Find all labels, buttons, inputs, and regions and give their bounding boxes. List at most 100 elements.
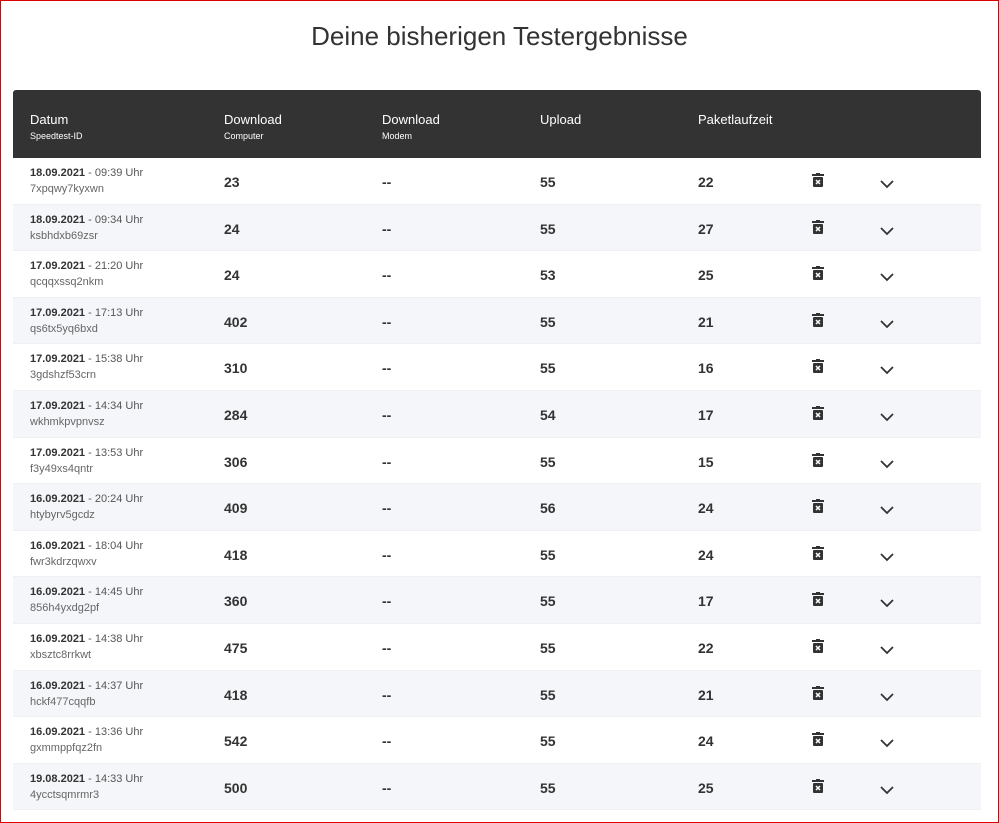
- test-date: 17.09.2021: [30, 399, 86, 412]
- upload: 55: [540, 686, 556, 703]
- expand-button[interactable]: [880, 362, 894, 380]
- delete-button[interactable]: [812, 312, 824, 332]
- column-label: Download: [224, 112, 282, 127]
- test-date: 16.09.2021: [30, 726, 86, 739]
- date-time: 18.09.2021 - 09:39 Uhr: [30, 167, 143, 179]
- download-computer: 418: [224, 686, 248, 703]
- delete-button[interactable]: [812, 405, 824, 425]
- result-row: 19.08.2021 - 14:33 Uhr 4ycctsqmrmr3 500 -- 5…: [13, 763, 981, 811]
- download-computer: 306: [224, 453, 248, 470]
- column-sublabel: Modem: [382, 131, 413, 141]
- speedtest-id: f3y49xs4qntr: [30, 462, 93, 475]
- latency: 15: [698, 453, 714, 470]
- delete-button[interactable]: [812, 545, 824, 565]
- test-date: 16.09.2021: [30, 493, 86, 506]
- expand-button[interactable]: [880, 502, 894, 520]
- table-body: 18.09.2021 - 09:39 Uhr 7xpqwy7kyxwn 23 -- 55…: [13, 158, 981, 811]
- expand-button[interactable]: [880, 456, 894, 474]
- download-computer: 310: [224, 360, 248, 377]
- expand-button[interactable]: [880, 409, 894, 427]
- expand-button[interactable]: [880, 269, 894, 287]
- speedtest-id: 7xpqwy7kyxwn: [30, 183, 104, 195]
- delete-button[interactable]: [812, 499, 824, 518]
- delete-button[interactable]: [812, 778, 824, 798]
- result-row: 17.09.2021 - 21:20 Uhr qcqqxssq2nkm 24 -- 53…: [13, 251, 981, 298]
- speedtest-id: gxmmppfqz2fn: [30, 742, 103, 755]
- date-time: 16.09.2021 - 14:37 Uhr: [30, 680, 143, 692]
- expand-button[interactable]: [880, 782, 894, 800]
- latency: 21: [698, 686, 714, 703]
- latency: 17: [698, 593, 714, 610]
- delete-button[interactable]: [812, 452, 824, 472]
- latency: 24: [698, 546, 714, 563]
- expand-button[interactable]: [880, 735, 894, 753]
- date-time: 16.09.2021 - 14:45 Uhr: [30, 586, 143, 598]
- download-modem: --: [382, 593, 392, 610]
- latency: 22: [698, 174, 714, 190]
- download-modem: --: [382, 220, 392, 237]
- latency: 17: [698, 406, 714, 423]
- column-header: Paketlaufzeit: [698, 112, 772, 127]
- speedtest-id: hckf477cqqfb: [30, 695, 96, 708]
- expand-button[interactable]: [880, 549, 894, 567]
- result-row: 16.09.2021 - 14:45 Uhr 856h4yxdg2pf 360 -- 5…: [13, 577, 981, 624]
- date-time: 16.09.2021 - 13:36 Uhr: [30, 726, 143, 738]
- column-sublabel: Speedtest-ID: [30, 131, 83, 141]
- download-modem: --: [382, 267, 392, 284]
- delete-button[interactable]: [812, 173, 824, 192]
- column-label: Upload: [540, 112, 582, 127]
- column-header: Upload: [540, 112, 581, 127]
- download-modem: --: [382, 639, 392, 656]
- result-row: 16.09.2021 - 18:04 Uhr fwr3kdrzqwxv 418 -- 5…: [13, 531, 981, 578]
- test-date: 16.09.2021: [30, 679, 86, 692]
- upload: 55: [540, 313, 556, 330]
- delete-button[interactable]: [812, 638, 824, 658]
- delete-button[interactable]: [812, 685, 824, 705]
- column-label: Paketlaufzeit: [698, 112, 773, 127]
- test-date: 18.09.2021: [30, 213, 86, 226]
- download-modem: --: [382, 733, 392, 750]
- download-modem: --: [382, 313, 392, 330]
- download-modem: --: [382, 453, 392, 470]
- speedtest-id: 856h4yxdg2pf: [30, 602, 100, 615]
- upload: 55: [540, 453, 556, 470]
- result-row: 17.09.2021 - 14:34 Uhr wkhmkpvpnvsz 284 -- 5…: [13, 390, 981, 438]
- upload: 55: [540, 593, 556, 610]
- expand-button[interactable]: [880, 176, 894, 194]
- upload: 55: [540, 733, 556, 750]
- date-time: 17.09.2021 - 13:53 Uhr: [30, 447, 143, 459]
- delete-button[interactable]: [812, 219, 824, 239]
- date-time: 19.08.2021 - 14:33 Uhr: [30, 773, 143, 785]
- results-table: Datum Speedtest-ID Download Computer Downloa…: [13, 90, 981, 811]
- delete-button[interactable]: [812, 359, 824, 378]
- expand-button[interactable]: [880, 223, 894, 241]
- result-row: 17.09.2021 - 13:53 Uhr f3y49xs4qntr 306 -- 5…: [13, 438, 981, 485]
- download-computer: 284: [224, 406, 248, 423]
- expand-button[interactable]: [880, 316, 894, 334]
- test-time: - 14:37 Uhr: [88, 679, 144, 692]
- test-time: - 14:33 Uhr: [88, 772, 144, 785]
- speedtest-id: ksbhdxb69zsr: [30, 229, 98, 242]
- result-row: 18.09.2021 - 09:34 Uhr ksbhdxb69zsr 24 -- 55…: [13, 204, 981, 252]
- upload: 56: [540, 500, 556, 517]
- expand-button[interactable]: [880, 689, 894, 707]
- test-time: - 15:38 Uhr: [88, 353, 144, 366]
- test-date: 17.09.2021: [30, 353, 86, 366]
- delete-button[interactable]: [812, 592, 824, 611]
- test-time: - 09:39 Uhr: [88, 167, 144, 179]
- delete-button[interactable]: [812, 732, 824, 751]
- download-computer: 24: [224, 220, 240, 237]
- result-row: 16.09.2021 - 20:24 Uhr htybyrv5gcdz 409 -- 5…: [13, 484, 981, 531]
- test-date: 17.09.2021: [30, 446, 86, 459]
- upload: 55: [540, 779, 556, 796]
- test-time: - 21:20 Uhr: [88, 260, 144, 273]
- speedtest-id: htybyrv5gcdz: [30, 509, 95, 522]
- delete-button[interactable]: [812, 266, 824, 285]
- download-computer: 24: [224, 267, 240, 284]
- test-date: 16.09.2021: [30, 539, 86, 552]
- expand-button[interactable]: [880, 595, 894, 613]
- expand-button[interactable]: [880, 642, 894, 660]
- test-time: - 09:34 Uhr: [88, 213, 144, 226]
- test-date: 18.09.2021: [30, 167, 86, 179]
